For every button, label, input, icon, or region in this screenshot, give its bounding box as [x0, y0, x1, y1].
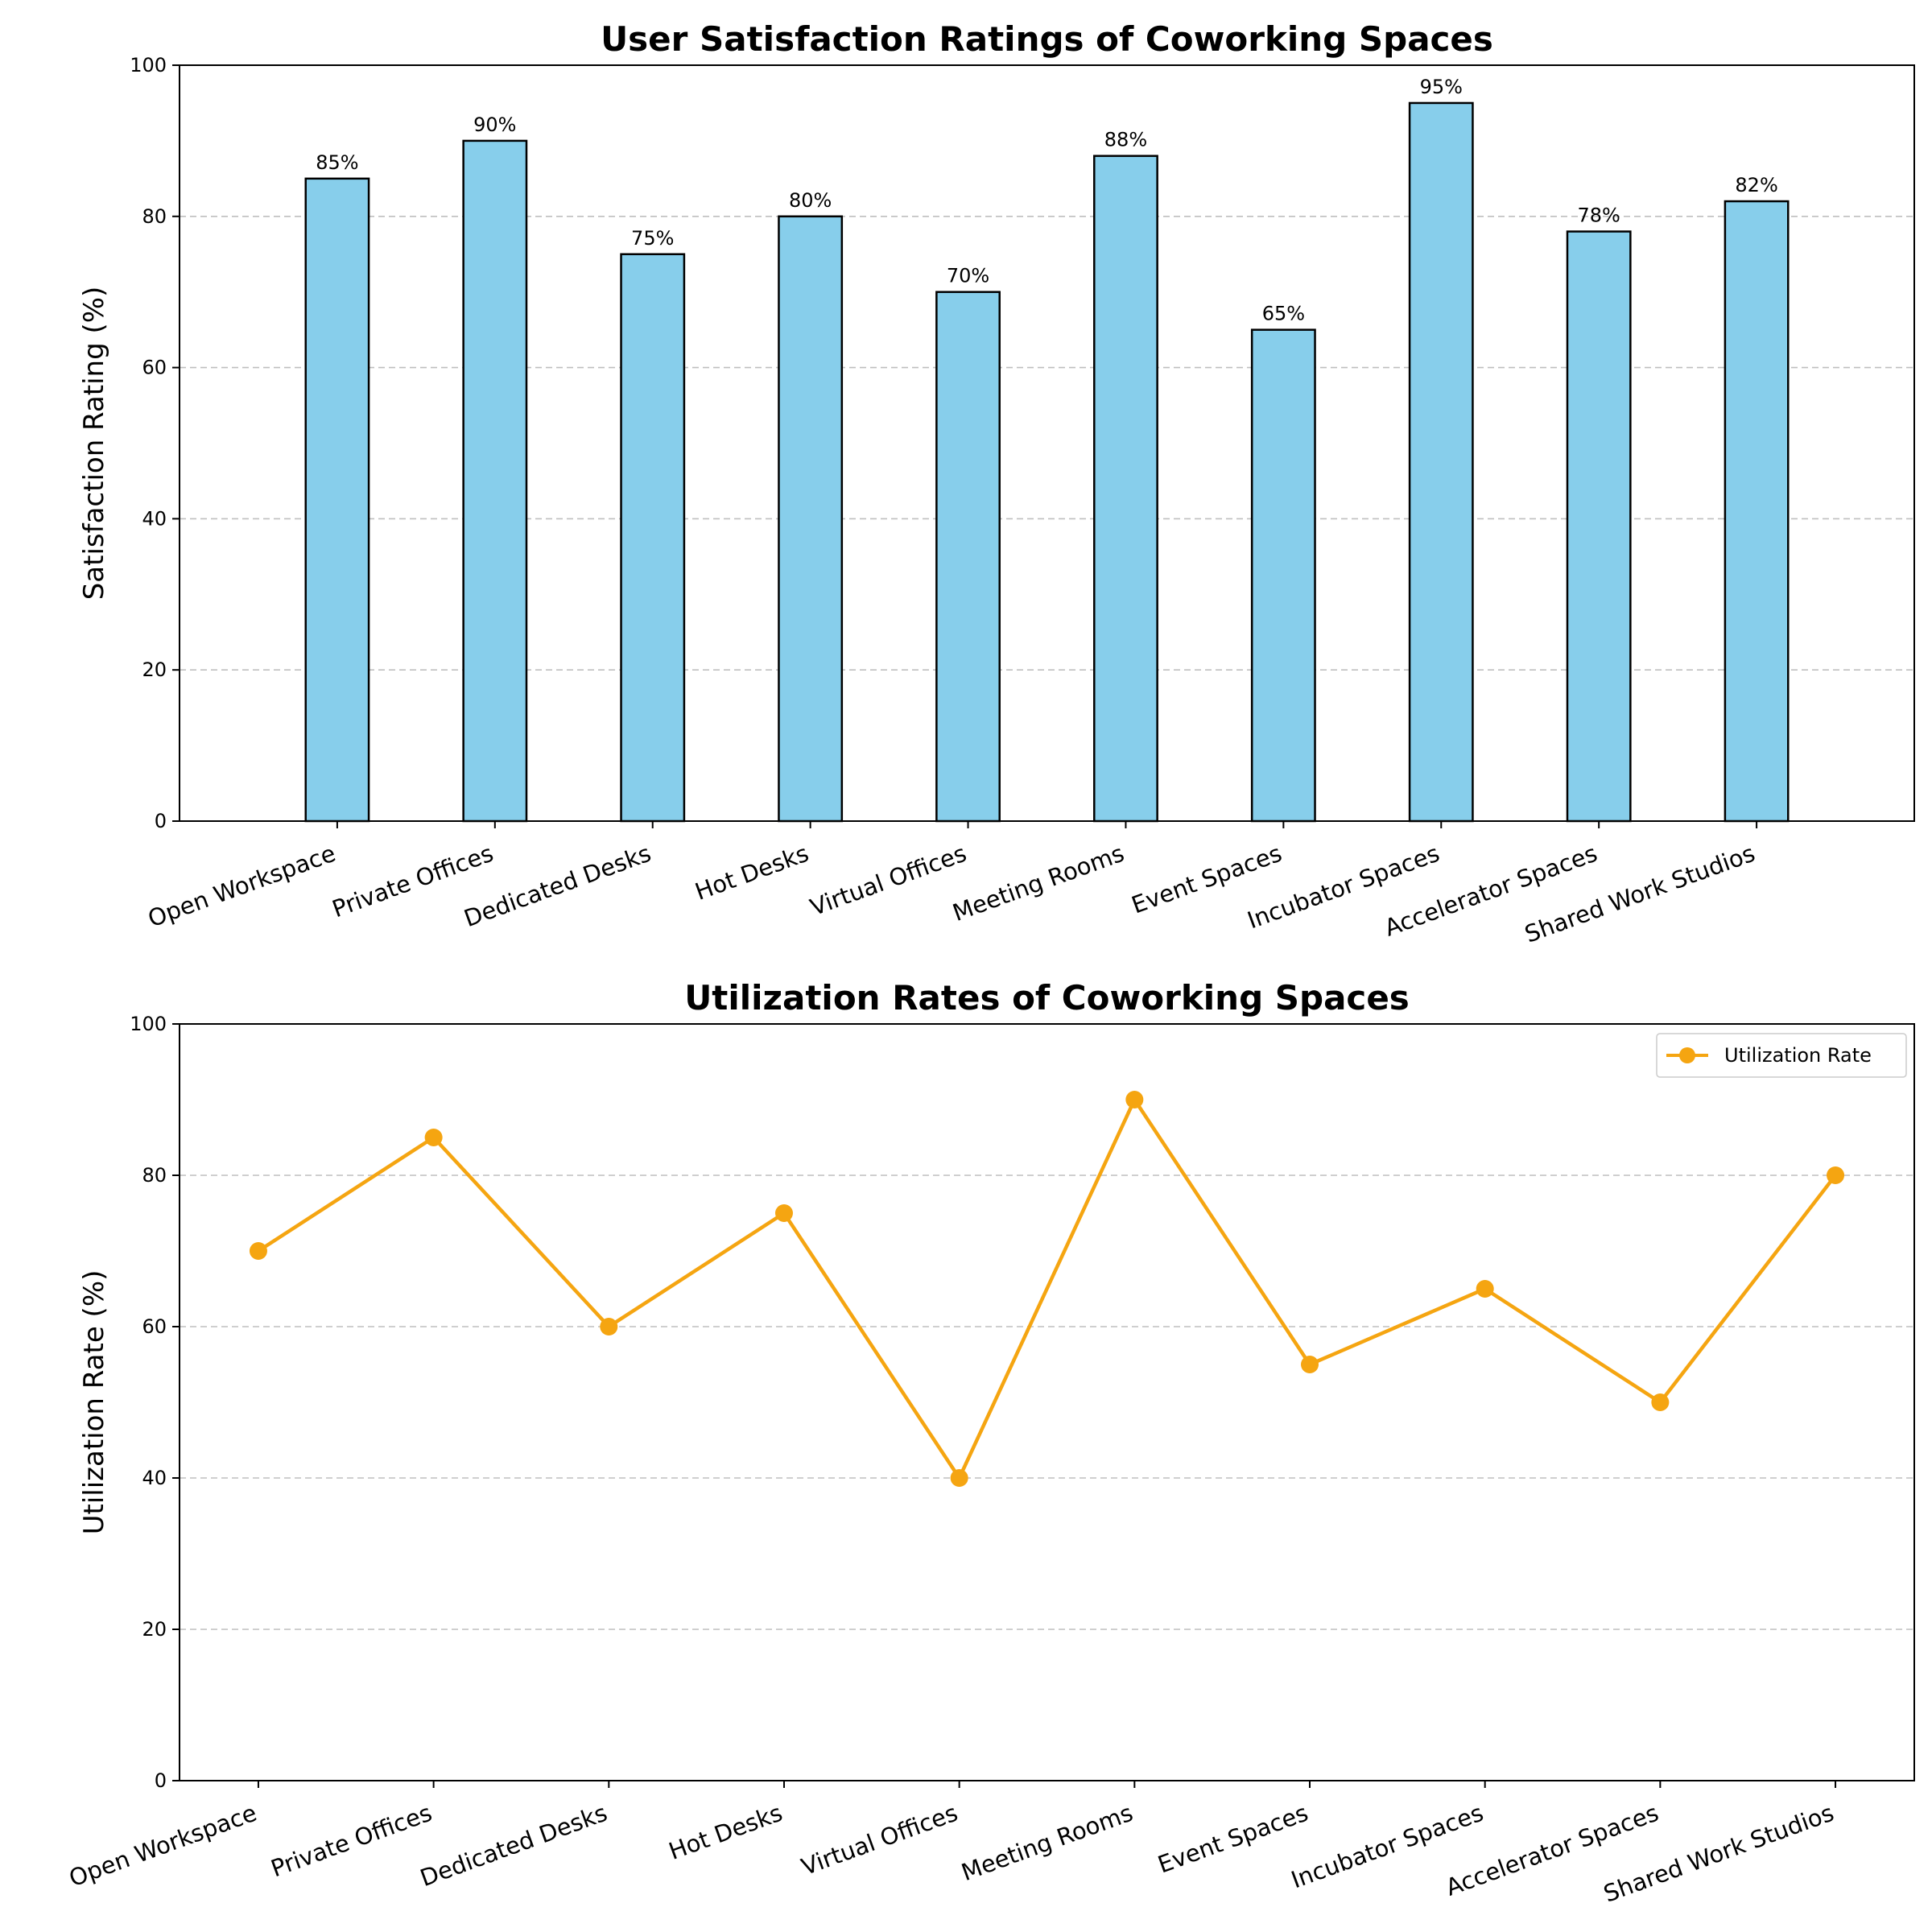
- y-axis-label: Satisfaction Rating (%): [78, 287, 110, 601]
- series-line: [257, 1097, 1837, 1480]
- data-point: [1476, 1280, 1494, 1298]
- data-point: [249, 1242, 267, 1260]
- gridlines: [180, 1174, 1914, 1630]
- series-utilization-rate: [249, 1091, 1845, 1487]
- data-point: [1827, 1166, 1845, 1184]
- bar-value-label: 80%: [789, 189, 832, 212]
- y-tick-label: 60: [142, 357, 167, 379]
- bar-value-label: 78%: [1578, 204, 1620, 227]
- y-tick-label: 20: [142, 1618, 167, 1641]
- bar-value-label: 85%: [316, 151, 358, 174]
- bar: [620, 253, 686, 823]
- data-point: [1125, 1091, 1144, 1108]
- bar-value-label: 88%: [1104, 129, 1147, 151]
- y-axis-label: Utilization Rate (%): [78, 1270, 110, 1535]
- bars: [304, 101, 1790, 823]
- bar: [1724, 200, 1790, 823]
- chart-title: Utilization Rates of Coworking Spaces: [684, 978, 1410, 1018]
- data-point: [1301, 1356, 1319, 1373]
- bar: [778, 215, 844, 823]
- y-tick-label: 100: [130, 1013, 167, 1035]
- bar-value-label: 95%: [1420, 76, 1463, 98]
- y-tick-label: 0: [155, 1769, 167, 1792]
- bar-value-label: 75%: [631, 227, 674, 250]
- y-tick-label: 60: [142, 1315, 167, 1338]
- y-tick-label: 40: [142, 507, 167, 530]
- chart-title: User Satisfaction Ratings of Coworking S…: [601, 19, 1493, 59]
- legend-label: Utilization Rate: [1724, 1044, 1872, 1067]
- y-tick-label: 0: [155, 810, 167, 832]
- data-point: [774, 1204, 793, 1222]
- y-tick-label: 20: [142, 658, 167, 681]
- data-point: [424, 1129, 443, 1146]
- bar: [1408, 101, 1474, 823]
- data-point: [1651, 1393, 1670, 1411]
- bar-data-labels: 85% 90% 75% 80% 70% 88% 65% 95% 78% 82%: [316, 76, 1778, 325]
- bar: [304, 177, 370, 823]
- y-tick-label: 80: [142, 1164, 167, 1187]
- plot-frame: [179, 1023, 1915, 1781]
- data-point: [950, 1469, 968, 1487]
- bar-value-label: 70%: [947, 265, 989, 287]
- legend-box: [1656, 1033, 1907, 1078]
- legend: Utilization Rate: [1656, 1033, 1907, 1078]
- bar: [1250, 328, 1316, 823]
- bar-value-label: 82%: [1735, 174, 1777, 196]
- legend-marker: [1679, 1047, 1695, 1063]
- bar: [1566, 230, 1632, 823]
- y-ticks: 0 20 40 60 80 100: [130, 1013, 180, 1792]
- y-tick-label: 40: [142, 1467, 167, 1489]
- plot-frame: [179, 64, 1915, 822]
- bar: [462, 139, 528, 823]
- bar: [935, 291, 1001, 823]
- bar-value-label: 65%: [1262, 303, 1305, 325]
- y-tick-label: 80: [142, 205, 167, 228]
- y-ticks: 0 20 40 60 80 100: [130, 54, 180, 832]
- bar-value-label: 90%: [473, 114, 516, 136]
- y-tick-label: 100: [130, 54, 167, 76]
- data-point: [600, 1318, 618, 1335]
- bar: [1093, 155, 1158, 823]
